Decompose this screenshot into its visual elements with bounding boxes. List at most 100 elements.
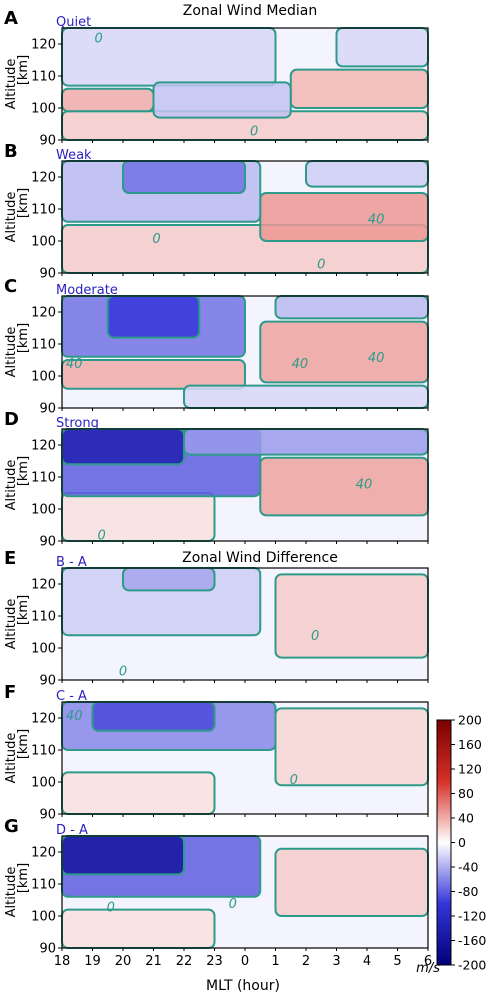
panel-name: Strong: [56, 416, 99, 431]
y-tick-label: 90: [39, 674, 56, 689]
x-tick-label: 21: [145, 954, 162, 969]
y-axis-label: Altitude: [4, 460, 19, 511]
panel-name: Weak: [56, 148, 92, 163]
contour-label: 0: [107, 900, 115, 915]
negative-wind-region: [183, 428, 429, 456]
y-tick-label: 100: [31, 642, 56, 657]
negative-wind-region: [305, 160, 429, 188]
contour-label: 0: [98, 529, 106, 544]
x-tick-label: 5: [393, 954, 401, 969]
panel-letter: F: [4, 682, 16, 703]
y-tick-label: 110: [31, 338, 56, 353]
contour-label: 40: [66, 357, 83, 372]
panel-name: B - A: [56, 555, 87, 570]
colorbar-tick-label: 200: [458, 713, 482, 728]
colorbar-tick-label: 80: [458, 786, 474, 801]
contour-label: 0: [94, 32, 102, 47]
y-axis-label: Altitude: [4, 192, 19, 243]
y-tick-label: 100: [31, 503, 56, 518]
panel-name: C - A: [56, 689, 87, 704]
y-tick-label: 120: [31, 846, 56, 861]
y-tick-label: 90: [39, 535, 56, 550]
colorbar-unit: m/s: [416, 961, 440, 976]
y-tick-label: 110: [31, 70, 56, 85]
contour-label: 0: [311, 629, 319, 644]
x-tick-label: 1: [271, 954, 279, 969]
y-axis-unit: [km]: [16, 55, 31, 85]
y-tick-label: 100: [31, 235, 56, 250]
contour-label: 0: [119, 664, 127, 679]
panel-letter: B: [4, 141, 18, 162]
difference-title: Zonal Wind Difference: [182, 550, 338, 566]
y-tick-label: 110: [31, 878, 56, 893]
colorbar-tick-label: -80: [458, 884, 478, 899]
positive-wind-region: [274, 573, 429, 659]
positive-wind-region: [259, 456, 429, 517]
x-tick-label: 2: [302, 954, 310, 969]
positive-wind-region: [259, 320, 429, 384]
colorbar-gradient: [436, 719, 452, 966]
colorbar-tick-label: 120: [458, 762, 482, 777]
colorbar-tick-label: -200: [458, 958, 486, 973]
x-tick-label: 0: [241, 954, 249, 969]
y-tick-label: 110: [31, 744, 56, 759]
negative-wind-region: [183, 384, 429, 410]
y-tick-label: 90: [39, 942, 56, 957]
negative-wind-region: [152, 81, 292, 119]
positive-wind-region: [259, 192, 429, 242]
contour-label: 40: [356, 477, 373, 492]
negative-wind-region: [335, 27, 429, 68]
colorbar-tick-label: -160: [458, 933, 486, 948]
panel-letter: G: [4, 816, 19, 837]
contour-label: 40: [66, 709, 83, 724]
y-tick-label: 90: [39, 267, 56, 282]
x-tick-label: 3: [332, 954, 340, 969]
positive-wind-region: [61, 771, 216, 816]
panel-g: 0 0 G D - A 90 100 110 120 Altitude[km]: [4, 816, 429, 957]
panel-e: 0 0 E B - A 90 100 110 120 Altitude[km]: [4, 548, 429, 689]
positive-wind-region: [61, 359, 246, 390]
colorbar-ticks: 200 160 120 80 40 0 -40 -80 -120 -160 -200: [451, 713, 486, 973]
negative-wind-region: [61, 835, 185, 876]
y-tick-label: 120: [31, 171, 56, 186]
panel-name: Moderate: [56, 283, 118, 298]
y-axis-unit: [km]: [16, 595, 31, 625]
contour-label: 0: [250, 124, 258, 139]
negative-wind-region: [122, 567, 216, 592]
y-axis-unit: [km]: [16, 188, 31, 218]
panel-letter: C: [4, 276, 17, 297]
panel-d: 40 0 D Strong 90 100 110 120 Altitude[km]: [4, 409, 429, 550]
contour-label: 40: [368, 213, 385, 228]
negative-wind-region: [91, 701, 216, 732]
positive-wind-region: [274, 707, 429, 787]
contour-label: 0: [317, 257, 325, 272]
contour-label: 40: [368, 351, 385, 366]
negative-wind-region: [122, 160, 246, 194]
colorbar-tick-label: -120: [458, 909, 486, 924]
colorbar-tick-label: 0: [458, 835, 466, 850]
x-axis-ticks: 18 19 20 21 22 23 0 1 2 3 4 5 6: [54, 954, 432, 969]
y-tick-label: 120: [31, 712, 56, 727]
y-axis-unit: [km]: [16, 729, 31, 759]
y-tick-label: 90: [39, 134, 56, 149]
positive-wind-region: [61, 492, 216, 542]
x-tick-label: 4: [363, 954, 371, 969]
y-axis-label: Altitude: [4, 599, 19, 650]
y-axis-label: Altitude: [4, 867, 19, 918]
y-tick-label: 110: [31, 203, 56, 218]
positive-wind-region: [61, 87, 155, 113]
x-tick-label: 22: [176, 954, 193, 969]
negative-wind-region: [61, 428, 185, 466]
negative-wind-region: [274, 295, 429, 320]
y-axis-unit: [km]: [16, 863, 31, 893]
y-tick-label: 120: [31, 578, 56, 593]
x-tick-label: 20: [115, 954, 132, 969]
y-tick-label: 100: [31, 102, 56, 117]
panel-letter: E: [4, 548, 16, 569]
y-tick-label: 90: [39, 402, 56, 417]
median-title: Zonal Wind Median: [183, 3, 318, 19]
panel-f: 40 0 F C - A 90 100 110 120 Altitude[km]: [4, 682, 429, 823]
panel-name: Quiet: [56, 15, 91, 30]
positive-wind-region: [274, 847, 429, 917]
